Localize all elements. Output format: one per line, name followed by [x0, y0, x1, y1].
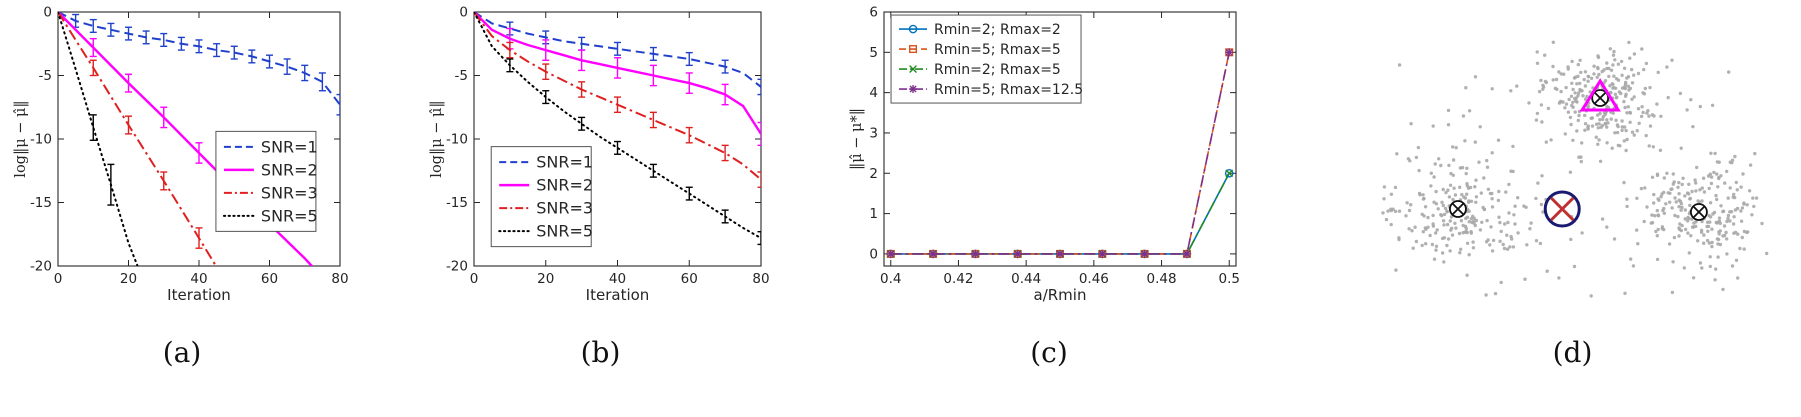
- series-rmin-5-rmax-12-5: [886, 48, 1234, 258]
- chart-d-scatter-svg: [1381, 40, 1769, 298]
- legend-entry: SNR=2: [536, 176, 593, 195]
- svg-text:60: 60: [261, 271, 278, 287]
- scatter-points: [1381, 40, 1769, 298]
- cluster-center-left-icon: [1449, 200, 1467, 218]
- svg-text:0.5: 0.5: [1218, 271, 1239, 287]
- cluster-center-right-icon: [1689, 203, 1708, 221]
- subfigure-b: 0 20 40 60 80 0 -5 -10 -15 -20 Iteration log‖μ − μ̂…: [428, 6, 773, 306]
- svg-text:0: 0: [459, 6, 468, 21]
- svg-text:-20: -20: [30, 259, 52, 275]
- svg-text:0.42: 0.42: [943, 271, 973, 287]
- x-axis-label: Iteration: [167, 286, 231, 304]
- svg-text:40: 40: [190, 271, 207, 287]
- series-snr-1: [58, 12, 340, 116]
- legend-entry: SNR=2: [261, 160, 318, 179]
- chart-b-convergence-svg: 0 20 40 60 80 0 -5 -10 -15 -20 Iteration log‖μ − μ̂…: [429, 6, 770, 304]
- legend: Rmin=2; Rmax=2 Rmin=5; Rmax=5 Rmin=2; Rmax…: [890, 14, 1083, 104]
- series-snr-5: [474, 12, 761, 246]
- svg-text:-15: -15: [30, 195, 52, 211]
- legend-entry: SNR=3: [261, 183, 318, 202]
- svg-text:0.48: 0.48: [1147, 271, 1177, 287]
- legend-entry: SNR=1: [261, 137, 318, 156]
- cluster-center-top-icon: [1591, 89, 1610, 107]
- axes-box: [883, 11, 1237, 267]
- caption-c: (c): [1030, 336, 1068, 369]
- svg-text:5: 5: [869, 45, 878, 61]
- svg-text:-10: -10: [30, 132, 52, 148]
- svg-text:40: 40: [609, 271, 626, 287]
- subfigure-a: 0 20 40 60 80 0 -5 -10 -15 -20 Iteration log‖μ − μ̂…: [12, 6, 352, 306]
- y-axis-label: log‖μ − μ̂‖: [13, 100, 29, 177]
- y-axis-label: log‖μ − μ̂‖: [429, 100, 445, 177]
- series-rmin-2-rmax-5: [886, 169, 1234, 258]
- legend-entry: Rmin=5; Rmax=5: [934, 42, 1061, 58]
- legend-entry: SNR=1: [536, 153, 593, 172]
- legend-entry: SNR=5: [536, 222, 593, 241]
- x-axis-label: Iteration: [586, 286, 650, 304]
- axes-c: 0.4 0.42 0.44 0.46 0.48 0.5 0 1 2 3 4 5 6: [869, 6, 1240, 287]
- svg-text:0: 0: [54, 271, 63, 287]
- legend-entry: Rmin=2; Rmax=5: [934, 62, 1061, 78]
- series-rmin-2-rmax-2: [886, 168, 1234, 259]
- series-snr-2: [474, 12, 761, 147]
- series-snr-3: [58, 12, 218, 266]
- x-axis-label: a/Rmin: [1034, 286, 1087, 304]
- subfigure-d: [1375, 14, 1770, 314]
- svg-text:-5: -5: [455, 68, 468, 84]
- svg-text:60: 60: [681, 271, 698, 287]
- svg-text:4: 4: [869, 85, 878, 101]
- svg-text:0.46: 0.46: [1079, 271, 1109, 287]
- cluster-markers: [1449, 78, 1708, 228]
- svg-text:-20: -20: [446, 259, 468, 275]
- y-axis-label: ‖μ̂ − μ*‖: [849, 108, 865, 170]
- estimate-triangle-icon: [1579, 78, 1621, 112]
- series-snr-3: [474, 12, 761, 188]
- subfigure-c: 0.4 0.42 0.44 0.46 0.48 0.5 0 1 2 3 4 5 6 a/Rmin ‖μ̂ −…: [848, 6, 1250, 306]
- axes-a: 0 20 40 60 80 0 -5 -10 -15 -20: [30, 6, 349, 287]
- series-snr-5: [58, 12, 139, 266]
- legend-entry: Rmin=2; Rmax=2: [934, 22, 1061, 38]
- svg-text:1: 1: [869, 206, 878, 222]
- caption-a: (a): [162, 336, 202, 369]
- svg-text:0: 0: [470, 271, 479, 287]
- svg-text:20: 20: [120, 271, 137, 287]
- svg-text:0: 0: [869, 246, 878, 262]
- legend-entry: SNR=3: [536, 199, 593, 218]
- legend-entry: SNR=5: [261, 206, 318, 225]
- svg-text:20: 20: [537, 271, 554, 287]
- caption-b: (b): [580, 336, 621, 369]
- initialization-marker-icon: [1543, 190, 1581, 228]
- svg-text:80: 80: [752, 271, 769, 287]
- series-snr-1: [474, 12, 761, 96]
- svg-text:-10: -10: [446, 132, 468, 148]
- svg-text:-5: -5: [39, 68, 52, 84]
- svg-text:0: 0: [43, 6, 52, 21]
- chart-c-error-svg: 0.4 0.42 0.44 0.46 0.48 0.5 0 1 2 3 4 5 6 a/Rmin ‖μ̂ −…: [849, 6, 1240, 304]
- svg-text:2: 2: [869, 166, 878, 182]
- svg-text:6: 6: [869, 6, 878, 21]
- legend: SNR=1 SNR=2 SNR=3 SNR=5: [490, 146, 593, 248]
- svg-text:0.44: 0.44: [1011, 271, 1041, 287]
- legend-entry: Rmin=5; Rmax=12.5: [934, 82, 1083, 98]
- svg-text:-15: -15: [446, 195, 468, 211]
- svg-text:3: 3: [869, 125, 878, 141]
- axes-b: 0 20 40 60 80 0 -5 -10 -15 -20: [446, 6, 770, 287]
- caption-d: (d): [1552, 336, 1593, 369]
- chart-a-convergence-svg: 0 20 40 60 80 0 -5 -10 -15 -20 Iteration log‖μ − μ̂…: [13, 6, 349, 304]
- legend: SNR=1 SNR=2 SNR=3 SNR=5: [215, 130, 318, 232]
- svg-text:0.4: 0.4: [880, 271, 901, 287]
- svg-text:80: 80: [331, 271, 348, 287]
